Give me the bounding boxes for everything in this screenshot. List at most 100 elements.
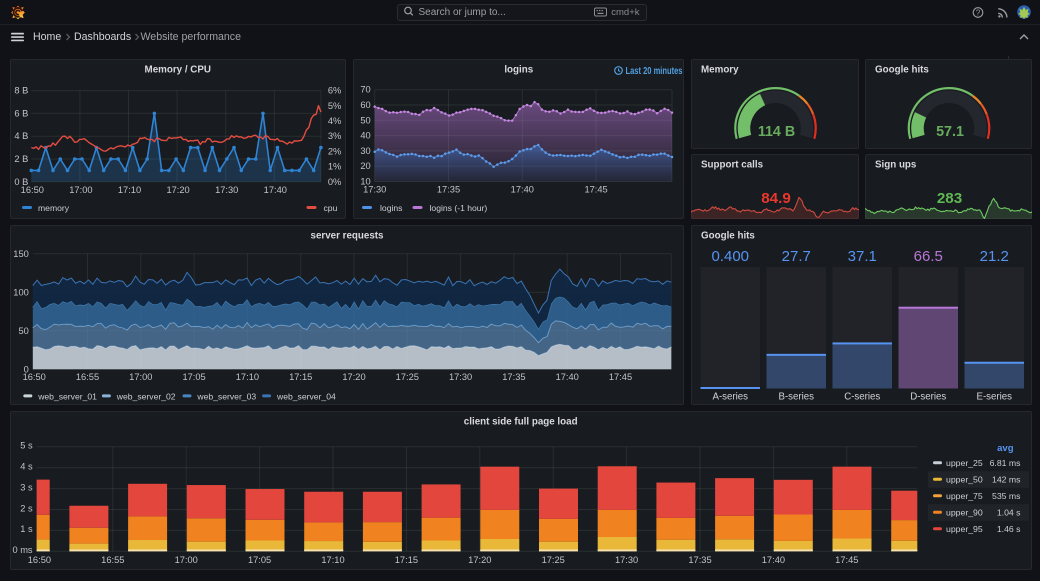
svg-text:57.1: 57.1: [936, 124, 964, 140]
svg-text:Support calls: Support calls: [701, 159, 764, 170]
svg-text:Google hits: Google hits: [701, 230, 755, 241]
svg-text:upper_90: upper_90: [946, 507, 983, 517]
svg-text:5%: 5%: [328, 101, 341, 111]
svg-text:Memory / CPU: Memory / CPU: [145, 64, 211, 75]
svg-text:30: 30: [360, 146, 370, 156]
svg-text:Last 20 minutes: Last 20 minutes: [625, 66, 682, 77]
svg-text:1.46 s: 1.46 s: [997, 524, 1021, 534]
svg-text:50: 50: [18, 325, 28, 335]
svg-text:17:10: 17:10: [321, 554, 344, 564]
svg-text:1%: 1%: [328, 162, 341, 172]
svg-text:1.04 s: 1.04 s: [997, 507, 1021, 517]
svg-text:logins: logins: [504, 64, 533, 75]
svg-text:16:50: 16:50: [23, 372, 46, 382]
svg-text:?: ?: [976, 9, 981, 18]
svg-text:upper_95: upper_95: [946, 524, 983, 534]
svg-text:2%: 2%: [328, 146, 341, 156]
svg-text:84.9: 84.9: [761, 190, 791, 207]
svg-text:21.2: 21.2: [979, 248, 1008, 265]
svg-text:17:35: 17:35: [436, 185, 459, 195]
svg-text:17:20: 17:20: [342, 372, 365, 382]
svg-text:17:30: 17:30: [615, 554, 638, 564]
svg-text:client side full page load: client side full page load: [464, 416, 578, 427]
svg-text:2 s: 2 s: [20, 503, 33, 513]
svg-text:17:00: 17:00: [69, 185, 92, 195]
svg-text:17:40: 17:40: [264, 185, 287, 195]
svg-text:E-series: E-series: [976, 391, 1012, 402]
svg-text:17:10: 17:10: [118, 185, 141, 195]
svg-text:283: 283: [936, 190, 961, 207]
svg-text:40: 40: [360, 131, 370, 141]
svg-text:17:35: 17:35: [688, 554, 711, 564]
svg-text:17:45: 17:45: [609, 372, 632, 382]
svg-text:17:20: 17:20: [468, 554, 491, 564]
svg-text:20: 20: [360, 161, 370, 171]
svg-text:0.400: 0.400: [711, 248, 749, 265]
svg-text:17:00: 17:00: [129, 372, 152, 382]
svg-text:server requests: server requests: [311, 230, 385, 241]
svg-text:upper_25: upper_25: [946, 458, 983, 468]
svg-text:50: 50: [360, 115, 370, 125]
svg-text:17:45: 17:45: [835, 554, 858, 564]
svg-text:Sign ups: Sign ups: [875, 159, 917, 170]
svg-text:4 B: 4 B: [14, 131, 28, 141]
svg-text:cpu: cpu: [324, 203, 338, 213]
svg-text:logins (-1 hour): logins (-1 hour): [429, 203, 487, 213]
svg-text:0: 0: [24, 364, 29, 374]
svg-text:114 B: 114 B: [757, 124, 794, 140]
svg-text:16:55: 16:55: [101, 554, 124, 564]
svg-text:16:50: 16:50: [28, 554, 51, 564]
svg-text:4%: 4%: [328, 116, 341, 126]
svg-text:2 B: 2 B: [14, 154, 28, 164]
svg-text:B-series: B-series: [778, 391, 814, 402]
svg-text:17:30: 17:30: [449, 372, 472, 382]
svg-text:3 s: 3 s: [20, 482, 33, 492]
svg-text:6%: 6%: [328, 86, 341, 96]
svg-text:100: 100: [13, 287, 29, 297]
svg-text:17:25: 17:25: [396, 372, 419, 382]
svg-text:17:30: 17:30: [215, 185, 238, 195]
svg-text:3%: 3%: [328, 131, 341, 141]
svg-text:16:55: 16:55: [76, 372, 99, 382]
svg-text:17:00: 17:00: [175, 554, 198, 564]
svg-text:17:10: 17:10: [236, 372, 259, 382]
svg-text:0%: 0%: [328, 177, 341, 187]
svg-text:8 B: 8 B: [14, 86, 28, 96]
svg-text:66.5: 66.5: [913, 248, 942, 265]
svg-text:17:05: 17:05: [182, 372, 205, 382]
svg-text:150: 150: [13, 248, 29, 258]
svg-text:17:40: 17:40: [510, 185, 533, 195]
svg-text:web_server_02: web_server_02: [116, 391, 176, 401]
svg-text:142 ms: 142 ms: [992, 474, 1021, 484]
svg-text:70: 70: [360, 85, 370, 95]
svg-text:6 B: 6 B: [14, 108, 28, 118]
svg-text:17:15: 17:15: [395, 554, 418, 564]
svg-text:17:30: 17:30: [363, 185, 386, 195]
svg-text:17:15: 17:15: [289, 372, 312, 382]
svg-text:0 B: 0 B: [14, 177, 28, 187]
svg-text:0 ms: 0 ms: [12, 545, 32, 555]
svg-text:Memory: Memory: [701, 64, 739, 75]
svg-text:web_server_04: web_server_04: [276, 391, 336, 401]
svg-text:upper_75: upper_75: [946, 491, 983, 501]
svg-text:logins: logins: [380, 203, 402, 213]
svg-text:60: 60: [360, 100, 370, 110]
svg-text:Google hits: Google hits: [875, 64, 929, 75]
svg-text:6.81 ms: 6.81 ms: [990, 458, 1022, 468]
svg-text:5 s: 5 s: [20, 440, 33, 450]
svg-text:web_server_03: web_server_03: [196, 391, 256, 401]
svg-text:avg: avg: [997, 443, 1014, 454]
svg-text:17:35: 17:35: [502, 372, 525, 382]
svg-text:17:05: 17:05: [248, 554, 271, 564]
svg-text:27.7: 27.7: [781, 248, 810, 265]
svg-text:web_server_01: web_server_01: [37, 391, 97, 401]
svg-text:10: 10: [360, 177, 370, 187]
svg-text:17:40: 17:40: [762, 554, 785, 564]
svg-text:1 s: 1 s: [20, 524, 33, 534]
svg-text:17:40: 17:40: [556, 372, 579, 382]
svg-text:C-series: C-series: [844, 391, 880, 402]
svg-text:17:20: 17:20: [166, 185, 189, 195]
svg-text:memory: memory: [38, 203, 70, 213]
svg-text:4 s: 4 s: [20, 461, 33, 471]
svg-text:37.1: 37.1: [847, 248, 876, 265]
